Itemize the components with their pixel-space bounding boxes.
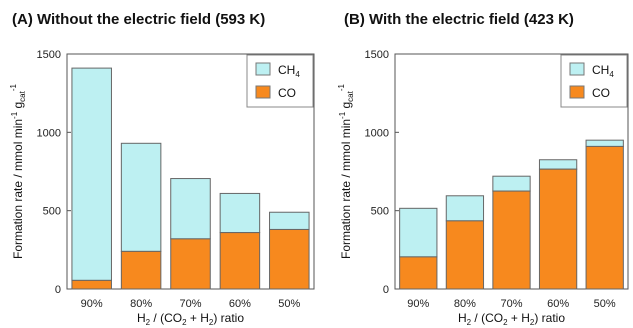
bar-ch4 — [445, 195, 485, 222]
y-axis-label: Formation rate / mmol min-1 gcat-1 — [337, 83, 355, 259]
bar-ch4 — [71, 67, 112, 281]
legend-swatch-ch4 — [569, 62, 585, 76]
y-tick-label: 500 — [43, 206, 61, 218]
legend-subscript: 4 — [295, 70, 300, 79]
x-tick-label: 60% — [547, 298, 569, 310]
chart-title: (A) Without the electric field (593 K) — [12, 11, 265, 28]
legend-subscript: 4 — [609, 70, 614, 79]
bar-ch4 — [399, 207, 438, 258]
y-label-part: Formation rate / mmol min — [339, 119, 353, 259]
x-tick-label: 50% — [594, 298, 616, 310]
y-tick-label: 1000 — [365, 127, 389, 139]
x-tick-label: 50% — [278, 298, 300, 310]
legend-swatch-ch4 — [255, 62, 271, 76]
legend-label-co: CO — [592, 86, 610, 100]
x-tick-label: 80% — [454, 298, 476, 310]
x-label-sub: 2 — [209, 318, 214, 327]
y-tick-label: 0 — [383, 284, 389, 296]
x-label-part: H — [458, 311, 467, 325]
legend-swatch-co — [255, 85, 271, 99]
legend: CH4 CO — [560, 54, 628, 108]
bar-co — [71, 279, 112, 290]
legend-text: CH — [592, 63, 609, 77]
y-tick-label: 1000 — [37, 127, 61, 139]
legend: CH4 CO — [246, 54, 314, 108]
y-tick-label: 1500 — [365, 49, 389, 61]
legend-label-ch4: CH4 — [278, 63, 300, 79]
bar-co — [269, 228, 310, 290]
bar-ch4 — [492, 175, 531, 192]
x-axis-label: H2 / (CO2 + H2) ratio — [137, 311, 244, 327]
y-label-part: Formation rate / mmol min — [11, 119, 25, 259]
bar-ch4 — [219, 192, 261, 234]
x-label-sub: 2 — [182, 318, 187, 327]
x-label-sub: 2 — [503, 318, 508, 327]
y-label-sub: cat — [346, 90, 355, 101]
y-label-sup: -1 — [338, 111, 347, 119]
x-tick-label: 60% — [229, 298, 251, 310]
chart-panel-b: (B) With the electric field (423 K) 0 500 1… — [337, 11, 629, 327]
y-label-sup: -1 — [337, 83, 346, 91]
x-tick-label: 70% — [500, 298, 522, 310]
bar-co — [538, 168, 578, 290]
y-label-part: g — [339, 102, 353, 112]
x-label-part: H — [137, 311, 146, 325]
x-label-part: ) ratio — [213, 311, 244, 325]
bar-ch4 — [538, 159, 578, 170]
legend-label-ch4: CH4 — [592, 63, 614, 79]
legend-text: CH — [278, 63, 295, 77]
legend-swatch-co — [569, 85, 585, 99]
x-label-sub: 2 — [467, 318, 472, 327]
x-label-part: / (CO — [150, 311, 182, 325]
y-axis-label: Formation rate / mmol min-1 gcat-1 — [9, 83, 27, 259]
y-tick-label: 0 — [55, 284, 61, 296]
y-tick-label: 1500 — [37, 49, 61, 61]
x-tick-label: 90% — [81, 298, 103, 310]
bar-co — [219, 232, 261, 290]
x-tick-label: 80% — [130, 298, 152, 310]
x-label-part: + H — [187, 311, 209, 325]
y-tick-label: 500 — [371, 206, 389, 218]
bar-ch4 — [170, 178, 211, 240]
bar-co — [492, 190, 531, 290]
x-label-sub: 2 — [146, 318, 151, 327]
legend-box — [560, 54, 628, 108]
legend-label-co: CO — [278, 86, 296, 100]
x-label-part: ) ratio — [534, 311, 565, 325]
x-axis-label: H2 / (CO2 + H2) ratio — [458, 311, 565, 327]
chart-panel-a: (A) Without the electric field (593 K) 0 5… — [9, 11, 315, 327]
y-label-sub: cat — [18, 90, 27, 101]
bar-ch4 — [120, 142, 162, 252]
x-label-part: + H — [508, 311, 530, 325]
chart-title: (B) With the electric field (423 K) — [344, 11, 574, 28]
bar-co — [120, 250, 162, 290]
bar-ch4 — [269, 211, 310, 230]
y-label-sup: -1 — [10, 111, 19, 119]
y-label-part: g — [11, 102, 25, 112]
x-tick-label: 70% — [179, 298, 201, 310]
x-label-sub: 2 — [530, 318, 535, 327]
bar-co — [445, 220, 485, 290]
y-label-sup: -1 — [9, 83, 18, 91]
bar-co — [399, 256, 438, 290]
x-label-part: / (CO — [471, 311, 503, 325]
bar-ch4 — [585, 139, 624, 147]
bar-co — [170, 238, 211, 290]
bar-co — [585, 145, 624, 290]
x-tick-label: 90% — [407, 298, 429, 310]
